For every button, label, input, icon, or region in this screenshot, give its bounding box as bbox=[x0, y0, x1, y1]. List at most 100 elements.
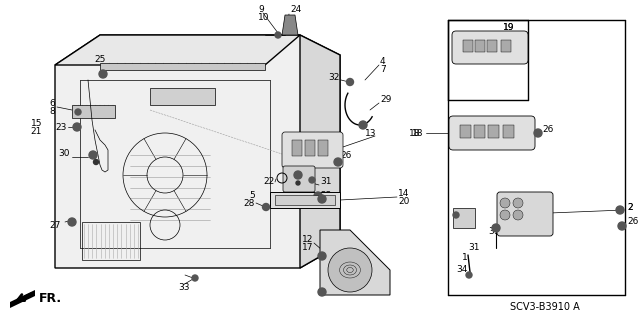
Text: 2: 2 bbox=[627, 204, 632, 212]
Circle shape bbox=[99, 70, 107, 78]
Text: 23: 23 bbox=[320, 191, 332, 201]
Text: 32: 32 bbox=[328, 72, 340, 81]
Text: 19: 19 bbox=[503, 23, 515, 32]
Text: 21: 21 bbox=[31, 127, 42, 136]
Text: 28: 28 bbox=[244, 199, 255, 209]
Polygon shape bbox=[55, 35, 340, 268]
Circle shape bbox=[75, 109, 81, 115]
Text: 30: 30 bbox=[58, 149, 70, 158]
Bar bbox=[487, 40, 497, 52]
Text: 15: 15 bbox=[31, 118, 42, 128]
Circle shape bbox=[296, 181, 300, 185]
FancyBboxPatch shape bbox=[497, 192, 553, 236]
Text: 29: 29 bbox=[380, 95, 392, 105]
Polygon shape bbox=[320, 230, 390, 295]
Text: 2: 2 bbox=[627, 204, 632, 212]
Text: 10: 10 bbox=[258, 13, 269, 23]
Circle shape bbox=[262, 204, 269, 211]
Text: SCV3-B3910 A: SCV3-B3910 A bbox=[510, 302, 580, 312]
FancyBboxPatch shape bbox=[452, 31, 528, 64]
Text: 6: 6 bbox=[49, 99, 55, 108]
Text: 18: 18 bbox=[408, 129, 420, 137]
Circle shape bbox=[500, 210, 510, 220]
Circle shape bbox=[513, 198, 523, 208]
Bar bbox=[460, 125, 471, 138]
FancyBboxPatch shape bbox=[283, 166, 315, 192]
Text: 12: 12 bbox=[301, 234, 313, 243]
Text: 26: 26 bbox=[627, 218, 638, 226]
Text: 9: 9 bbox=[258, 5, 264, 14]
Circle shape bbox=[359, 121, 367, 129]
Circle shape bbox=[93, 160, 99, 165]
Circle shape bbox=[192, 275, 198, 281]
Circle shape bbox=[334, 158, 342, 166]
Text: 31: 31 bbox=[488, 226, 499, 235]
Text: 8: 8 bbox=[49, 107, 55, 115]
Bar bbox=[318, 140, 328, 156]
Text: 13: 13 bbox=[365, 129, 376, 137]
Circle shape bbox=[500, 198, 510, 208]
Polygon shape bbox=[72, 105, 115, 118]
FancyBboxPatch shape bbox=[449, 116, 535, 150]
Text: 14: 14 bbox=[398, 189, 410, 197]
Circle shape bbox=[68, 218, 76, 226]
Text: 24: 24 bbox=[290, 4, 301, 13]
Circle shape bbox=[453, 212, 459, 218]
Text: 19: 19 bbox=[503, 23, 515, 32]
Polygon shape bbox=[300, 35, 340, 268]
Polygon shape bbox=[100, 63, 265, 70]
Text: 22: 22 bbox=[264, 177, 275, 187]
FancyBboxPatch shape bbox=[282, 132, 343, 168]
Circle shape bbox=[318, 252, 326, 260]
Bar bbox=[453, 208, 475, 228]
Bar bbox=[503, 125, 514, 138]
Bar bbox=[305, 140, 315, 156]
Circle shape bbox=[294, 171, 302, 179]
Text: 20: 20 bbox=[398, 197, 410, 205]
Circle shape bbox=[89, 151, 97, 159]
Text: FR.: FR. bbox=[39, 292, 62, 305]
Text: 26: 26 bbox=[542, 125, 554, 135]
Text: 27: 27 bbox=[49, 220, 61, 229]
Text: 5: 5 bbox=[249, 191, 255, 201]
Bar bbox=[501, 40, 511, 52]
Polygon shape bbox=[275, 195, 335, 205]
Circle shape bbox=[616, 206, 624, 214]
Bar bbox=[488, 125, 499, 138]
Circle shape bbox=[618, 222, 626, 230]
Polygon shape bbox=[150, 88, 215, 105]
Text: 23: 23 bbox=[55, 122, 67, 131]
Bar bbox=[463, 40, 473, 52]
Text: 25: 25 bbox=[94, 56, 106, 64]
Circle shape bbox=[314, 192, 322, 200]
Bar bbox=[474, 125, 485, 138]
Text: 31: 31 bbox=[320, 177, 332, 187]
Text: 1: 1 bbox=[462, 254, 468, 263]
Circle shape bbox=[534, 129, 542, 137]
Text: 26: 26 bbox=[340, 152, 351, 160]
Text: 26: 26 bbox=[324, 246, 335, 255]
Bar bbox=[475, 40, 485, 52]
Circle shape bbox=[346, 78, 353, 85]
Circle shape bbox=[318, 288, 326, 296]
Text: 3: 3 bbox=[284, 167, 290, 176]
Polygon shape bbox=[55, 35, 300, 65]
Circle shape bbox=[513, 210, 523, 220]
Polygon shape bbox=[282, 15, 298, 35]
Text: 31: 31 bbox=[468, 242, 479, 251]
Circle shape bbox=[466, 272, 472, 278]
Circle shape bbox=[328, 248, 372, 292]
Text: 18: 18 bbox=[412, 129, 423, 137]
Text: 4: 4 bbox=[380, 57, 386, 66]
Text: 33: 33 bbox=[178, 284, 189, 293]
Polygon shape bbox=[270, 192, 340, 208]
Circle shape bbox=[492, 224, 500, 232]
Bar bbox=[292, 140, 302, 156]
Circle shape bbox=[309, 177, 315, 183]
Text: 17: 17 bbox=[301, 242, 313, 251]
Circle shape bbox=[275, 32, 281, 38]
Text: 7: 7 bbox=[380, 65, 386, 75]
Circle shape bbox=[318, 195, 326, 203]
Circle shape bbox=[73, 123, 81, 131]
Text: 34: 34 bbox=[456, 265, 468, 275]
